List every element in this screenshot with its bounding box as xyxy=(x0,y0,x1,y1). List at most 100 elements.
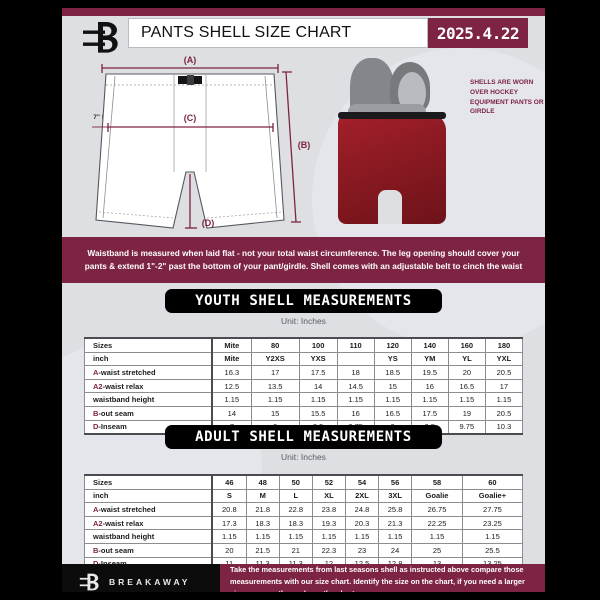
table-cell: 17.3 xyxy=(211,515,247,531)
table-cell: 25.8 xyxy=(378,502,413,517)
svg-text:(C): (C) xyxy=(184,113,197,123)
table-cell: YXS xyxy=(298,351,338,367)
table-cell: 16.5 xyxy=(447,378,486,394)
row-key: A2 xyxy=(93,518,103,528)
header: PANTS SHELL SIZE CHART 2025.4.22 xyxy=(62,16,545,53)
size-chart-sheet: PANTS SHELL SIZE CHART 2025.4.22 7" BELO… xyxy=(62,8,545,592)
svg-text:(A): (A) xyxy=(184,55,197,65)
table-cell: 22.25 xyxy=(411,515,463,531)
row-label: waistband height xyxy=(84,392,213,407)
table-cell: 19 xyxy=(447,405,486,421)
table-cell: 2XL xyxy=(344,488,380,504)
table-cell: 18.3 xyxy=(278,515,313,531)
row-key: B xyxy=(93,408,99,418)
footer: BREAKAWAY Take the measurements from las… xyxy=(62,564,545,592)
table-row: waistband height 1.15 1.15 1.15 1.15 1.15 1.15… xyxy=(84,529,524,544)
photo-caption: SHELLS ARE WORN OVER HOCKEY EQUIPMENT PA… xyxy=(470,79,544,116)
table-cell: 1.15 xyxy=(245,529,280,544)
row-key: A xyxy=(93,504,99,514)
table-cell: 20.5 xyxy=(484,405,524,421)
table-cell: 24 xyxy=(378,542,413,558)
youth-unit-label: Unit: Inches xyxy=(281,316,326,326)
table-cell: M xyxy=(245,488,280,504)
table-cell: Mite xyxy=(211,351,252,367)
table-cell: 16 xyxy=(410,378,449,394)
table-cell: 1.15 xyxy=(336,392,375,407)
breakaway-b-logo-icon xyxy=(79,573,99,591)
table-cell: 19.3 xyxy=(311,515,346,531)
table-cell: L xyxy=(278,488,313,504)
adult-heading-pill: ADULT SHELL MEASUREMENTS xyxy=(165,425,442,449)
table-cell: 20.3 xyxy=(344,515,380,531)
table-row: A-waist stretched 16.3 17 17.5 18 18.5 19.5 20 2… xyxy=(84,365,524,380)
table-cell: 20.8 xyxy=(211,502,247,517)
table-cell: 16.5 xyxy=(373,405,412,421)
table-cell: 20.5 xyxy=(484,365,524,380)
table-cell: 110 xyxy=(336,336,375,353)
table-cell: 26.75 xyxy=(411,502,463,517)
table-cell: 1.15 xyxy=(484,392,524,407)
table-cell: 23.8 xyxy=(311,502,346,517)
svg-text:(D): (D) xyxy=(202,218,215,228)
table-cell: 24.8 xyxy=(344,502,380,517)
table-cell: 23 xyxy=(344,542,380,558)
table-cell: 21.3 xyxy=(378,515,413,531)
table-row: Sizes 46 48 50 52 54 56 58 60 xyxy=(84,473,524,490)
table-cell: 9.75 xyxy=(447,419,486,436)
table-cell xyxy=(336,351,375,367)
table-row: Sizes Mite 80 100 110 120 140 160 180 xyxy=(84,336,524,353)
table-cell: 1.15 xyxy=(250,392,300,407)
svg-text:(B): (B) xyxy=(298,140,310,150)
table-cell: 50 xyxy=(278,473,313,490)
row-label: A2-waist relax xyxy=(84,515,213,531)
row-label: A-waist stretched xyxy=(84,502,213,517)
table-cell: 10.3 xyxy=(484,419,524,436)
table-row: waistband height 1.15 1.15 1.15 1.15 1.15 1.15… xyxy=(84,392,524,407)
table-cell: 15 xyxy=(373,378,412,394)
table-cell: 20 xyxy=(211,542,247,558)
table-cell: 48 xyxy=(245,473,280,490)
date-text: 2025.4.22 xyxy=(436,23,520,43)
table-cell: 27.75 xyxy=(461,502,524,517)
table-row: A-waist stretched 20.8 21.8 22.8 23.8 24.8 25.… xyxy=(84,502,524,517)
table-cell: YXL xyxy=(484,351,524,367)
measurement-diagram: 7" BELOWWAIST xyxy=(62,52,545,237)
row-key: A2 xyxy=(93,381,103,391)
table-cell: 18.3 xyxy=(245,515,280,531)
table-cell: 52 xyxy=(311,473,346,490)
pants-technical-drawing: (A) (C) (B) (D) xyxy=(92,55,310,229)
table-cell: 16 xyxy=(336,405,375,421)
table-cell: 1.15 xyxy=(447,392,486,407)
table-cell: 13.5 xyxy=(250,378,300,394)
table-cell: 15.5 xyxy=(298,405,338,421)
table-cell: 60 xyxy=(461,473,524,490)
youth-heading-pill: YOUTH SHELL MEASUREMENTS xyxy=(165,289,442,313)
row-key: B xyxy=(93,545,99,555)
row-label: Sizes xyxy=(84,336,213,353)
row-label: inch xyxy=(84,351,213,367)
shell-belt xyxy=(338,112,446,119)
date-badge: 2025.4.22 xyxy=(428,18,528,48)
table-cell: 3XL xyxy=(378,488,413,504)
table-cell: 180 xyxy=(484,336,524,353)
footer-text: Take the measurements from last seasons … xyxy=(230,565,525,592)
table-cell: YS xyxy=(373,351,412,367)
table-cell: 58 xyxy=(411,473,463,490)
table-cell: Goalie xyxy=(411,488,463,504)
table-cell: XL xyxy=(311,488,346,504)
table-cell: 1.15 xyxy=(298,392,338,407)
footer-instructions: Take the measurements from last seasons … xyxy=(220,564,545,592)
table-cell: 16.3 xyxy=(211,365,252,380)
table-cell: 1.15 xyxy=(278,529,313,544)
table-cell: 100 xyxy=(298,336,338,353)
table-row: B-out seam 14 15 15.5 16 16.5 17.5 19 20.5 xyxy=(84,405,524,421)
row-label: waistband height xyxy=(84,529,213,544)
table-cell: 17.5 xyxy=(298,365,338,380)
row-key: D xyxy=(93,422,99,432)
table-cell: 14.5 xyxy=(336,378,375,394)
table-cell: 25 xyxy=(411,542,463,558)
table-cell: S xyxy=(211,488,247,504)
row-label: A2-waist relax xyxy=(84,378,213,394)
table-cell: 56 xyxy=(378,473,413,490)
brand-name: BREAKAWAY xyxy=(109,577,191,587)
